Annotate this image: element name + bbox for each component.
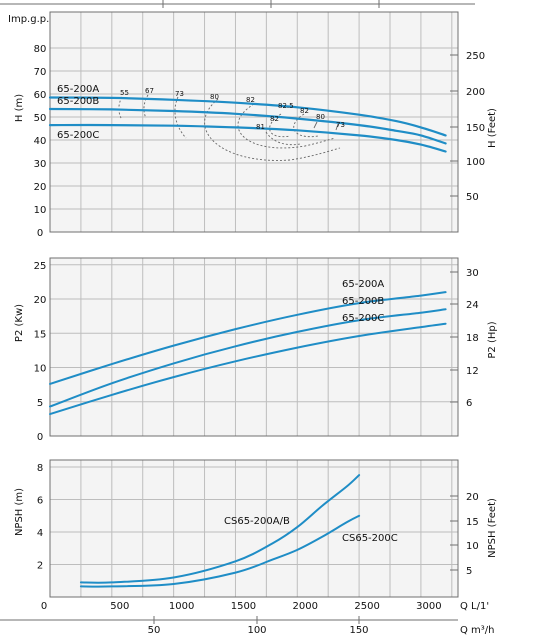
- p-ytick-25: 25: [34, 261, 47, 272]
- efficiency-label-7: 80: [316, 113, 325, 121]
- p-ylabel-right: P2 (Hp): [487, 321, 498, 358]
- x-tick-2500: 2500: [354, 601, 379, 612]
- p-ytick-right-18: 18: [466, 333, 479, 344]
- h-label-65-200C: 65-200C: [57, 130, 99, 141]
- bottom-tick-150: 150: [349, 625, 368, 636]
- top-axis-label: Imp.g.p.m.: [8, 14, 62, 25]
- h-ytick-right-250: 250: [466, 51, 485, 62]
- h-ytick-30: 30: [34, 159, 47, 170]
- p-curve-65-200C: [49, 322, 447, 416]
- head-chart: Imp.g.p.m. H (m) H (Feet) 20040060001020…: [0, 0, 498, 239]
- x-axis-label: Q L/1': [460, 601, 489, 612]
- n-ytick-right-5: 5: [466, 566, 472, 577]
- h-ytick-right-200: 200: [466, 87, 485, 98]
- efficiency-label-9: 82: [270, 115, 279, 123]
- n-ytick-4: 4: [37, 528, 43, 539]
- x-tick-1500: 1500: [231, 601, 256, 612]
- h-ylabel-right: H (Feet): [487, 108, 498, 148]
- p-ylabel: P2 (Kw): [14, 304, 25, 342]
- p-background: [50, 258, 458, 436]
- efficiency-label-3: 80: [210, 93, 219, 101]
- h-ytick-right-150: 150: [466, 123, 485, 134]
- bottom-tick-50: 50: [148, 625, 161, 636]
- p-ytick-5: 5: [37, 398, 43, 409]
- h-label-65-200A: 65-200A: [57, 84, 99, 95]
- n-background: [50, 460, 458, 597]
- n-label-CS65-200C: CS65-200C: [342, 533, 398, 544]
- power-chart: P2 (Kw) P2 (Hp) 0 5 10 15 20 25 6 12 18 24 30 65-20…: [14, 257, 498, 443]
- p-ytick-right-30: 30: [466, 268, 479, 279]
- h-ytick-40: 40: [34, 136, 47, 147]
- h-ytick-60: 60: [34, 90, 47, 101]
- p-label-65-200A: 65-200A: [342, 279, 384, 290]
- x-tick-3000: 3000: [416, 601, 441, 612]
- efficiency-label-2: 73: [175, 90, 184, 98]
- p-ytick-right-12: 12: [466, 366, 479, 377]
- x-axis-label-bottom: Q m³/h: [460, 625, 495, 636]
- p-frame: [49, 257, 459, 437]
- n-ytick-right-10: 10: [466, 541, 479, 552]
- p-label-65-200C: 65-200C: [342, 313, 384, 324]
- h-ylabel: H (m): [14, 94, 25, 122]
- x-tick-500: 500: [110, 601, 129, 612]
- h-ytick-10: 10: [34, 205, 47, 216]
- p-ytick-15: 15: [34, 329, 47, 340]
- efficiency-label-5: 82.5: [278, 102, 294, 110]
- n-ytick-6: 6: [37, 496, 43, 507]
- h-curve-65-200A: [48, 96, 447, 137]
- x-tick-2000: 2000: [293, 601, 318, 612]
- n-frame: [49, 459, 459, 598]
- p-curve-65-200B: [49, 308, 447, 408]
- efficiency-tick-80: [313, 121, 318, 129]
- efficiency-label-10: 81: [256, 123, 265, 131]
- h-ytick-80: 80: [34, 44, 47, 55]
- h-ytick-70: 70: [34, 67, 47, 78]
- n-curve-CS65-200C: [79, 514, 361, 588]
- n-ytick-right-15: 15: [466, 517, 479, 528]
- efficiency-label-6: 82: [300, 107, 309, 115]
- p-ytick-right-24: 24: [466, 300, 479, 311]
- p-curve-65-200A: [49, 291, 447, 385]
- bottom-tick-100: 100: [247, 625, 266, 636]
- efficiency-label-4: 82: [246, 96, 255, 104]
- efficiency-tick-73: [335, 123, 339, 131]
- efficiency-curve-1: [143, 94, 149, 119]
- h-ytick-right-50: 50: [466, 192, 479, 203]
- n-ytick-8: 8: [37, 463, 43, 474]
- p-ytick-10: 10: [34, 364, 47, 375]
- efficiency-curve-2: [174, 96, 187, 139]
- p-ytick-20: 20: [34, 295, 47, 306]
- n-ytick-2: 2: [37, 561, 43, 572]
- p-ytick-0: 0: [37, 432, 43, 443]
- p-ytick-right-6: 6: [466, 398, 472, 409]
- h-ytick-0: 0: [37, 228, 43, 239]
- x-tick-1000: 1000: [169, 601, 194, 612]
- n-ylabel-right: NPSH (Feet): [487, 498, 498, 558]
- n-label-CS65-200A/B: CS65-200A/B: [224, 516, 290, 527]
- h-label-65-200B: 65-200B: [57, 96, 99, 107]
- h-ytick-right-100: 100: [466, 157, 485, 168]
- efficiency-label-0: 55: [120, 89, 129, 97]
- h-frame: [49, 11, 459, 233]
- h-ytick-20: 20: [34, 182, 47, 193]
- n-ytick-right-20: 20: [466, 492, 479, 503]
- h-curve-65-200C: [48, 123, 447, 153]
- n-ylabel: NPSH (m): [14, 488, 25, 536]
- efficiency-label-1: 67: [145, 87, 154, 95]
- x-tick-0: 0: [41, 601, 47, 612]
- n-curve-CS65-200A/B: [79, 474, 361, 584]
- h-ytick-50: 50: [34, 113, 47, 124]
- npsh-chart: NPSH (m) NPSH (Feet) Q L/1' Q m³/h 2 4 6 8 5…: [0, 459, 498, 636]
- efficiency-label-8: 73: [336, 121, 345, 129]
- h-curve-65-200B: [48, 107, 447, 145]
- p-label-65-200B: 65-200B: [342, 296, 384, 307]
